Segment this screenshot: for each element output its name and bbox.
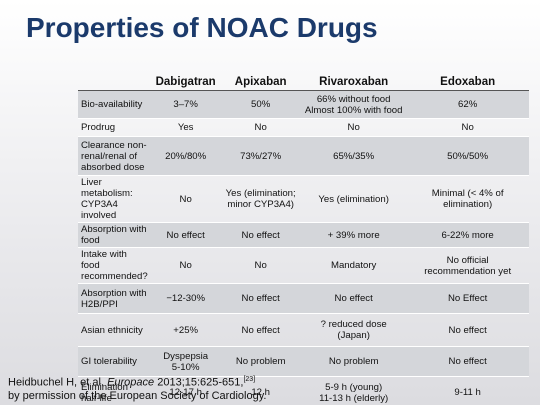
table-cell: No	[220, 118, 301, 137]
table-cell: No	[150, 247, 221, 284]
table-cell: No official recommendation yet	[406, 247, 529, 284]
table-row: Absorption with food No effect No effect + …	[78, 222, 529, 248]
table-row: Liver metabolism: CYP3A4 involved No Yes (…	[78, 175, 529, 223]
row-label: Prodrug	[78, 118, 151, 137]
table-cell: +25%	[150, 313, 221, 347]
citation-ref: [23]	[243, 376, 256, 383]
table-cell: No problem	[300, 346, 407, 377]
table-row: Clearance non-renal/renal of absorbed do…	[78, 136, 529, 176]
table-row: Intake with food recommended? No No Mandato…	[78, 247, 529, 284]
citation-permission: by permission of the European Society of…	[8, 389, 267, 402]
table-row: Asian ethnicity +25% No effect? reduced do…	[78, 313, 529, 347]
table-row: GI tolerability Dyspepsia 5-10% No problem…	[78, 346, 529, 377]
row-label: Clearance non-renal/renal of absorbed do…	[78, 136, 151, 176]
column-header: Dabigatran	[150, 76, 221, 91]
table-cell: 73%/27%	[220, 136, 301, 176]
citation: Heidbuchel H, et al. Europace 2013;15:62…	[8, 373, 266, 403]
table-cell: Dyspepsia 5-10%	[150, 346, 221, 377]
row-label: Liver metabolism: CYP3A4 involved	[78, 175, 151, 223]
column-header: Rivaroxaban	[300, 76, 407, 91]
table-cell: 62%	[406, 90, 529, 119]
table-cell: 5-9 h (young) 11-13 h (elderly)	[300, 376, 407, 409]
table-cell: 20%/80%	[150, 136, 221, 176]
table-cell: No Effect	[406, 283, 529, 314]
table-cell: 66% without food Almost 100% with food	[300, 90, 407, 119]
table-cell: No	[150, 175, 221, 223]
row-label: Asian ethnicity	[78, 313, 151, 347]
table-cell: No effect	[406, 313, 529, 347]
table-cell: No effect	[300, 283, 407, 314]
table-cell: ? reduced dose (Japan)	[300, 313, 407, 347]
table-row: Prodrug Yes No No No	[78, 118, 529, 137]
table-cell: Yes (elimination; minor CYP3A4)	[220, 175, 301, 223]
table-cell: −12-30%	[150, 283, 221, 314]
row-label: Elimination half-life	[78, 376, 151, 409]
table-cell: 9-11 h	[406, 376, 529, 409]
table-cell: 6-22% more	[406, 222, 529, 248]
row-label: Absorption with H2B/PPI	[78, 283, 151, 314]
row-label: Bio-availability	[78, 90, 151, 119]
table-cell: No effect	[220, 313, 301, 347]
table-cell: 50%	[220, 90, 301, 119]
table-cell: No effect	[406, 346, 529, 377]
table-cell: Minimal (< 4% of elimination)	[406, 175, 529, 223]
properties-table: Dabigatran Apixaban Rivaroxaban Edoxaban Bi…	[78, 76, 529, 409]
table-cell: No	[406, 118, 529, 137]
table-cell: 3–7%	[150, 90, 221, 119]
table-cell: No effect	[150, 222, 221, 248]
table-row: Bio-availability 3–7% 50% 66% without food …	[78, 90, 529, 119]
table-cell: Yes	[150, 118, 221, 137]
table-row: Absorption with H2B/PPI −12-30% No effect N…	[78, 283, 529, 314]
table-cell: Yes (elimination)	[300, 175, 407, 223]
citation-authors: Heidbuchel H, et al.	[8, 376, 104, 389]
table-cell: No effect	[220, 222, 301, 248]
table-cell: 12 h	[220, 376, 301, 409]
citation-journal: Europace	[107, 376, 155, 389]
citation-details: 2013;15:625-651,	[157, 376, 244, 389]
corner-cell	[78, 76, 151, 91]
table-cell: No	[300, 118, 407, 137]
table-cell: No effect	[220, 283, 301, 314]
slide-title: Properties of NOAC Drugs	[26, 12, 378, 43]
row-label: Absorption with food	[78, 222, 151, 248]
column-header: Edoxaban	[406, 76, 529, 91]
table-cell: No	[220, 247, 301, 284]
table-cell: 50%/50%	[406, 136, 529, 176]
table-cell: No problem	[220, 346, 301, 377]
table-cell: Mandatory	[300, 247, 407, 284]
table-cell: 65%/35%	[300, 136, 407, 176]
column-header: Apixaban	[220, 76, 301, 91]
header-row: Dabigatran Apixaban Rivaroxaban Edoxaban	[78, 76, 529, 91]
row-label: GI tolerability	[78, 346, 151, 377]
table-cell: + 39% more	[300, 222, 407, 248]
row-label: Intake with food recommended?	[78, 247, 151, 284]
